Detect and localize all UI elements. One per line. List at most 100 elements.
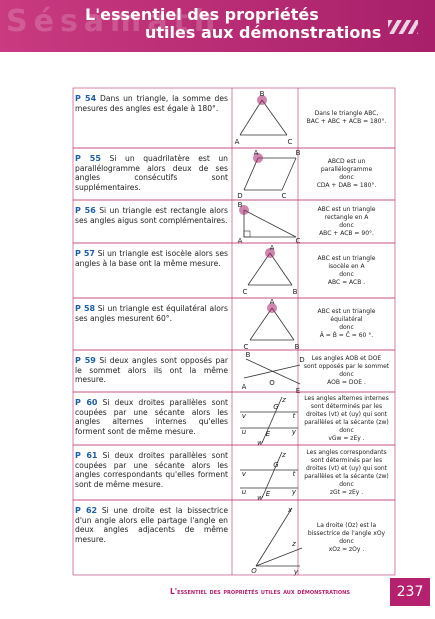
result-line: parallélogramme: [320, 166, 373, 173]
point-label: t: [293, 470, 296, 478]
result-line: La droite (Oz) est la: [316, 521, 377, 529]
header-title: L'essentiel des propriétés utiles aux dé…: [85, 6, 381, 42]
point-label: x: [287, 506, 293, 514]
point-label: y: [291, 428, 297, 436]
angle-mark: [267, 303, 277, 313]
figure-line: [261, 396, 283, 444]
result-line: droites (vt) et (uy) qui sont: [305, 464, 388, 472]
property-label: P 54: [75, 94, 97, 103]
title-line: utiles aux démonstrations: [145, 23, 382, 42]
result-line: xOz = zOy .: [328, 545, 365, 553]
point-label: z: [281, 396, 286, 404]
point-label: y: [291, 488, 297, 496]
result-line: donc: [339, 537, 354, 545]
property-statement: Si deux droites parallèles sont coupées …: [75, 398, 229, 436]
result-line: ABC est un triangle: [317, 308, 376, 315]
property-label: P 60: [75, 398, 98, 407]
point-label: A: [238, 237, 243, 245]
point-label: A: [270, 298, 275, 306]
figure-line: [243, 157, 259, 191]
point-label: D: [299, 356, 304, 364]
figure-line: [261, 451, 283, 499]
property-label: P 62: [75, 506, 98, 515]
result-line: ABC + ACB = 90°.: [319, 229, 374, 237]
property-label: P 59: [75, 356, 96, 365]
point-label: y: [293, 568, 299, 576]
point-label: E: [266, 490, 271, 498]
result-line: Les angles correspondants: [306, 448, 387, 456]
result-line: donc: [339, 371, 354, 378]
result-line: ABC = ACB .: [327, 278, 366, 286]
point-label: E: [266, 430, 271, 438]
property-statement: Si deux angles sont opposés par le somme…: [75, 356, 229, 384]
point-label: u: [242, 428, 247, 436]
figure-line: [269, 252, 293, 286]
property-label: P 56: [75, 206, 96, 215]
property-text: P 61 Si deux droites parallèles sont cou…: [75, 451, 228, 489]
figure-line: [255, 507, 293, 567]
point-label: C: [296, 237, 301, 245]
header-band: [0, 0, 435, 52]
point-label: O: [269, 379, 275, 387]
point-label: G: [273, 461, 279, 469]
property-text: P 57 Si un triangle est isocèle alors se…: [75, 249, 228, 268]
result-line: donc: [339, 174, 354, 181]
result-line: isocèle en A: [328, 262, 365, 270]
angle-mark: [253, 153, 263, 163]
point-label: v: [242, 412, 247, 420]
result-line: ABC est un triangle: [317, 254, 376, 262]
figure-line: [281, 157, 297, 191]
point-label: G: [273, 403, 279, 411]
point-label: w: [257, 494, 263, 502]
property-label: P 55: [75, 154, 101, 163]
right-angle: [243, 230, 251, 238]
result-line: Les angles alternes internes: [304, 394, 389, 402]
property-text: P 58 Si un triangle est équilatéral alor…: [75, 304, 228, 323]
property-text: P 60 Si deux droites parallèles sont cou…: [75, 398, 228, 436]
result-line: Â = B̂ = Ĉ = 60 °.: [319, 332, 374, 339]
result-line: AOB = DOE .: [327, 379, 366, 386]
point-label: B: [246, 351, 251, 359]
result: ABC est un triangle équilatéral donc Â = B̂…: [300, 308, 393, 340]
result-line: donc: [339, 426, 354, 434]
result-line: zGt = zEy .: [329, 488, 364, 496]
result-line: sont déterminés par les: [310, 402, 383, 410]
result: Les angles AOB et DOE sont opposés par le…: [300, 355, 393, 387]
property-statement: Si un quadrilatère est un parallélogramm…: [75, 154, 228, 192]
result: La droite (Oz) est la bissectrice de l'an…: [300, 522, 393, 554]
result-line: ABC est un triangle: [317, 205, 376, 213]
result: Les angles alternes internes sont détermi…: [300, 395, 393, 443]
watermark: Sésamath: [6, 4, 222, 39]
result-line: donc: [339, 324, 354, 331]
figure-line: [255, 547, 303, 567]
point-label: B: [260, 90, 265, 98]
property-text: P 59 Si deux angles sont opposés par le …: [75, 356, 228, 385]
figure-line: [243, 209, 297, 238]
point-label: C: [243, 288, 248, 296]
result-line: droites (vt) et (uy) qui sont: [305, 410, 388, 418]
point-label: C: [288, 138, 293, 146]
result-line: sont déterminés par les: [310, 456, 383, 464]
figure-line: [243, 364, 301, 379]
result-line: parallèles et la sécante (zw): [304, 418, 389, 426]
property-label: P 61: [75, 451, 98, 460]
figure-line: [261, 99, 288, 136]
figure-line: [247, 252, 271, 286]
point-label: w: [257, 439, 263, 447]
point-label: B: [295, 343, 300, 351]
point-label: v: [242, 470, 247, 478]
angle-mark: [265, 248, 275, 258]
property-statement: Si un triangle est isocèle alors ses ang…: [75, 249, 229, 268]
result-line: rectangle en A: [324, 213, 369, 221]
property-text: P 54 Dans un triangle, la somme des mesu…: [75, 94, 228, 113]
point-label: A: [254, 149, 259, 157]
property-statement: Si une droite est la bissectrice d'un an…: [75, 506, 229, 544]
result-line: vGw = zEy .: [328, 434, 365, 442]
stripes: [388, 20, 418, 34]
point-label: D: [237, 192, 242, 200]
angle-mark: [257, 95, 267, 105]
